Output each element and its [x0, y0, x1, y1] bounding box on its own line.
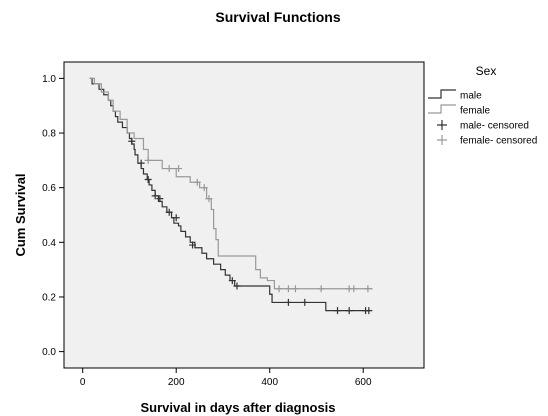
- legend-entry: female: [460, 106, 490, 117]
- legend-entry: male: [460, 91, 482, 102]
- legend-title: Sex: [476, 64, 497, 78]
- censor-mark-male: [172, 214, 180, 222]
- censor-mark-female: [144, 156, 152, 164]
- censor-mark-male: [151, 192, 159, 200]
- censor-mark-male: [144, 175, 152, 183]
- y-axis: 0.0 0.2 0.4 0.6 0.8 1.0: [42, 74, 64, 358]
- censor-mark-male: [189, 241, 197, 249]
- censor-mark-female: [364, 285, 372, 293]
- y-tick-label: 0.4: [42, 238, 56, 249]
- y-tick-label: 0.8: [42, 129, 56, 140]
- censor-mark-female: [200, 184, 208, 192]
- censor-mark-male: [334, 307, 342, 315]
- y-tick-label: 0.6: [42, 183, 56, 194]
- legend-swatch-female: [428, 104, 456, 114]
- legend-entry: female- censored: [460, 136, 537, 147]
- censor-mark-female: [165, 165, 173, 173]
- censor-mark-female: [284, 285, 292, 293]
- censor-mark-male: [228, 277, 236, 285]
- series-line-female: [89, 77, 373, 290]
- legend-swatch-female-censored: [437, 135, 447, 145]
- censor-mark-male: [345, 307, 353, 315]
- censor-mark-male: [233, 282, 241, 290]
- x-tick-label: 0: [80, 377, 86, 388]
- legend-entry: male- censored: [460, 121, 529, 132]
- x-axis-label: Survival in days after diagnosis: [140, 400, 335, 415]
- y-axis-label: Cum Survival: [13, 173, 28, 256]
- censor-mark-male: [156, 195, 164, 203]
- y-tick-label: 0.0: [42, 347, 56, 358]
- x-tick-label: 400: [261, 377, 278, 388]
- legend: Sex male female male- censored female- cens…: [428, 64, 537, 147]
- censor-mark-female: [275, 285, 283, 293]
- series-layer: [89, 77, 373, 315]
- censor-mark-female: [193, 178, 201, 186]
- legend-swatch-male: [428, 89, 456, 99]
- chart-title: Survival Functions: [215, 9, 340, 25]
- censor-mark-male: [137, 159, 145, 167]
- legend-swatch-male-censored: [437, 120, 447, 130]
- censor-mark-male: [165, 208, 173, 216]
- censor-mark-female: [350, 285, 358, 293]
- censor-mark-male: [365, 307, 373, 315]
- censor-mark-female: [205, 195, 213, 203]
- censor-mark-male: [301, 298, 309, 306]
- censor-mark-male: [128, 137, 136, 145]
- plot-area: [63, 61, 425, 369]
- y-tick-label: 1.0: [42, 74, 56, 85]
- censor-mark-female: [175, 165, 183, 173]
- x-tick-label: 200: [168, 377, 185, 388]
- censor-mark-male: [284, 298, 292, 306]
- censor-mark-female: [317, 285, 325, 293]
- y-tick-label: 0.2: [42, 292, 56, 303]
- x-axis: 0 200 400 600: [80, 368, 372, 388]
- x-tick-label: 600: [355, 377, 372, 388]
- censor-mark-female: [291, 285, 299, 293]
